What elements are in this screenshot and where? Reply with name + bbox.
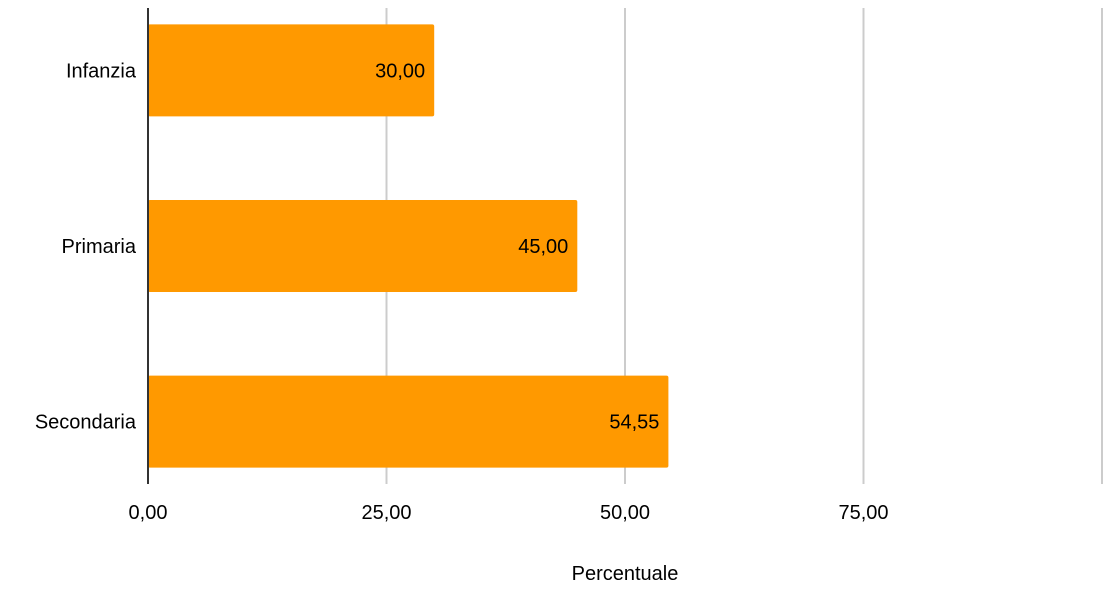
y-tick-label-primaria: Primaria [62,236,137,258]
y-tick-label-infanzia: Infanzia [66,60,137,82]
x-tick-label-0: 0,00 [129,502,168,524]
x-tick-label-2: 50,00 [600,502,650,524]
y-tick-labels: Infanzia Primaria Secondaria [35,60,137,433]
bars [148,24,669,468]
x-tick-label-1: 25,00 [361,502,411,524]
bar-infanzia [148,24,435,117]
x-tick-labels: 0,00 25,00 50,00 75,00 [129,502,889,524]
bar-primaria [148,199,578,293]
data-label-primaria: 45,00 [518,236,568,258]
data-label-secondaria: 54,55 [609,412,659,434]
data-labels: 30,00 45,00 54,55 [375,60,659,433]
x-axis-title: Percentuale [572,563,679,585]
y-tick-label-secondaria: Secondaria [35,412,137,434]
bar-secondaria [148,375,669,468]
data-label-infanzia: 30,00 [375,60,425,82]
x-tick-label-3: 75,00 [838,502,888,524]
